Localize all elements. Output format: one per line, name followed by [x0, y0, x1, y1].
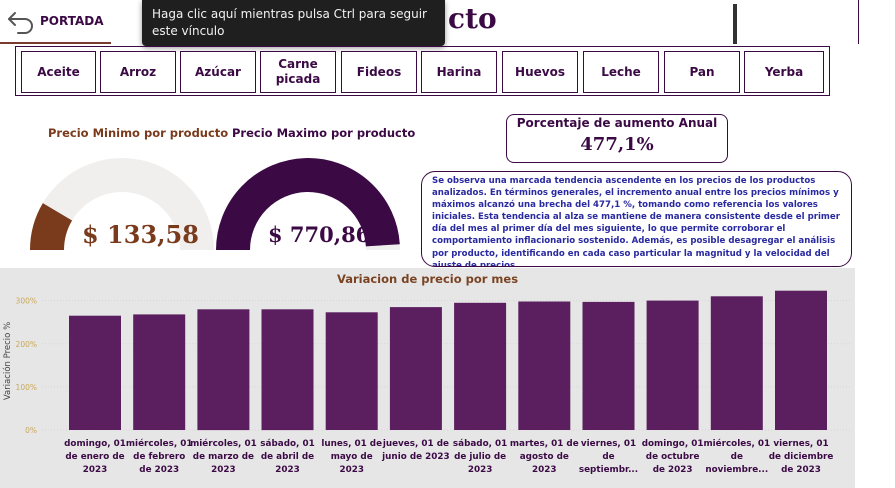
x-tick-label: de: [731, 452, 743, 462]
x-tick-label: de 2023: [139, 465, 179, 475]
x-tick-label: sábado, 01: [453, 439, 507, 449]
product-button-fideos[interactable]: Fideos: [341, 51, 417, 93]
page-title: cto: [448, 2, 497, 35]
x-tick-label: jueves, 01 de: [382, 439, 449, 449]
bar[interactable]: [646, 300, 699, 430]
x-tick-label: de febrero: [133, 452, 185, 462]
x-tick-label: viernes, 01: [773, 439, 828, 449]
bar[interactable]: [710, 296, 763, 430]
text-cursor: [733, 4, 737, 44]
x-tick-label: 2023: [339, 465, 363, 475]
x-tick-label: septiembr...: [579, 465, 638, 475]
product-button-aceite[interactable]: Aceite: [21, 51, 96, 93]
product-button-huevos[interactable]: Huevos: [502, 51, 578, 93]
product-slicer: Aceite Arroz Azúcar Carne picada Fideos …: [15, 46, 830, 96]
product-button-harina[interactable]: Harina: [421, 51, 497, 93]
y-tick-label: 0%: [25, 426, 37, 435]
annual-increase-card: Porcentaje de aumento Anual 477,1%: [506, 114, 728, 163]
x-tick-label: de 2023: [781, 465, 821, 475]
product-button-yerba[interactable]: Yerba: [744, 51, 824, 93]
x-tick-label: junio de 2023: [381, 452, 449, 462]
bar[interactable]: [389, 307, 442, 430]
x-tick-label: 2023: [211, 465, 235, 475]
min-price-title: Precio Minimo por producto: [48, 126, 229, 140]
bar[interactable]: [69, 315, 121, 430]
bar[interactable]: [518, 301, 571, 431]
back-to-portada-button[interactable]: PORTADA: [0, 0, 111, 44]
monthly-variation-chart: Variación Precio % 0% 100% 200% 300% domingo,…: [2, 290, 850, 475]
x-tick-label: de enero de: [65, 452, 124, 462]
max-price-value: $ 770,86: [268, 222, 371, 247]
link-tooltip: Haga clic aquí mientras pulsa Ctrl para …: [142, 0, 445, 46]
product-button-azucar[interactable]: Azúcar: [180, 51, 256, 93]
y-axis-label: Variación Precio %: [2, 322, 13, 400]
x-tick-label: 2023: [532, 465, 556, 475]
x-tick-label: de abril de: [261, 452, 314, 462]
x-tick-label: de octubre: [646, 452, 700, 462]
x-tick-label: de diciembre: [769, 452, 834, 462]
x-tick-label: miércoles, 01: [190, 438, 257, 449]
annual-increase-label: Porcentaje de aumento Anual: [516, 116, 718, 130]
bar[interactable]: [582, 301, 635, 430]
annual-increase-value: 477,1%: [580, 134, 654, 155]
x-tick-label: de marzo de: [193, 452, 254, 462]
divider: [858, 0, 859, 44]
product-button-leche[interactable]: Leche: [583, 51, 659, 93]
bar[interactable]: [197, 309, 250, 431]
x-tick-label: martes, 01 de: [510, 439, 579, 449]
product-button-arroz[interactable]: Arroz: [100, 51, 176, 93]
max-price-gauge: [216, 158, 400, 251]
bar[interactable]: [133, 314, 186, 430]
x-tick-label: domingo, 01: [64, 439, 126, 449]
min-gauge-fill: [30, 203, 73, 251]
bar[interactable]: [261, 309, 314, 431]
x-tick-label: domingo, 01: [642, 439, 704, 449]
x-tick-label: miércoles, 01: [703, 438, 770, 449]
y-tick-label: 300%: [16, 297, 37, 306]
min-price-gauge: [30, 158, 214, 251]
x-tick-label: 2023: [275, 465, 299, 475]
x-tick-label: miércoles, 01: [126, 438, 193, 449]
chart-panel: Variacion de precio por mes Variación Pr…: [0, 268, 855, 488]
x-tick-label: de julio de: [454, 452, 506, 462]
product-button-pan[interactable]: Pan: [664, 51, 740, 93]
x-tick-label: sábado, 01: [260, 439, 314, 449]
x-tick-label: 2023: [83, 465, 107, 475]
x-tick-label: de: [602, 452, 614, 462]
x-tick-label: de 2023: [653, 465, 693, 475]
min-price-value: $ 133,58: [82, 220, 199, 249]
product-button-carne-picada[interactable]: Carne picada: [260, 51, 336, 93]
x-tick-label: noviembre...: [705, 465, 768, 475]
back-arrow-icon: [8, 12, 33, 34]
max-gauge-fill: [216, 158, 400, 251]
bar[interactable]: [454, 302, 507, 430]
page-margin: [855, 268, 895, 488]
y-tick-label: 100%: [16, 383, 37, 392]
y-tick-label: 200%: [16, 340, 37, 349]
bar[interactable]: [775, 290, 827, 430]
chart-title: Variacion de precio por mes: [336, 272, 519, 286]
analysis-note: Se observa una marcada tendencia ascende…: [421, 171, 852, 267]
max-price-title: Precio Maximo por producto: [232, 126, 416, 140]
x-tick-label: viernes, 01: [581, 439, 636, 449]
back-button-label: PORTADA: [40, 14, 104, 28]
x-tick-label: 2023: [468, 465, 492, 475]
bar[interactable]: [325, 312, 378, 430]
x-tick-label: agosto de: [520, 452, 569, 462]
x-tick-label: mayo de: [331, 452, 373, 462]
x-tick-label: lunes, 01 de: [321, 439, 382, 449]
